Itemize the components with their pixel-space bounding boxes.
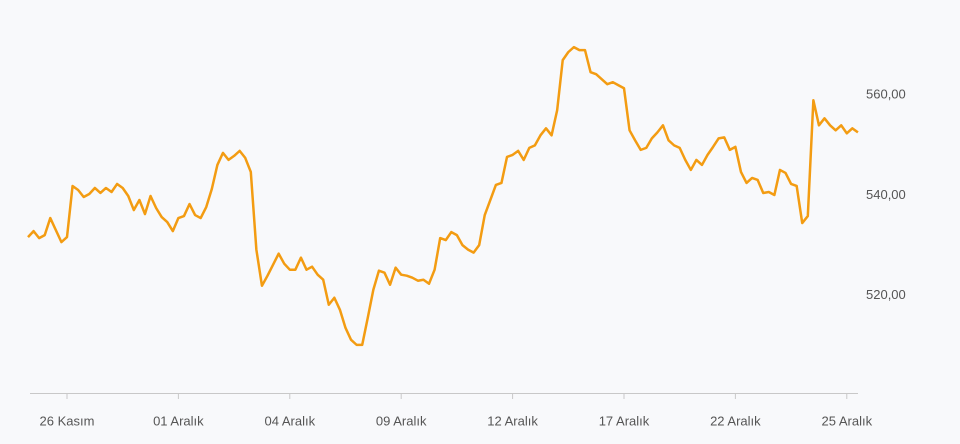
x-tick-label: 22 Aralık: [710, 413, 761, 428]
x-tick-label: 12 Aralık: [487, 413, 538, 428]
y-tick-label: 540,00: [866, 187, 906, 202]
line-series: [27, 45, 859, 347]
x-tick-label: 17 Aralık: [599, 413, 650, 428]
x-tick-label: 01 Aralık: [153, 413, 204, 428]
x-tick-label: 25 Aralık: [821, 413, 872, 428]
x-tick-label: 26 Kasım: [40, 413, 95, 428]
y-tick-label: 520,00: [866, 287, 906, 302]
y-tick-label: 560,00: [866, 87, 906, 102]
x-tick-label: 09 Aralık: [376, 413, 427, 428]
x-tick-label: 04 Aralık: [264, 413, 315, 428]
